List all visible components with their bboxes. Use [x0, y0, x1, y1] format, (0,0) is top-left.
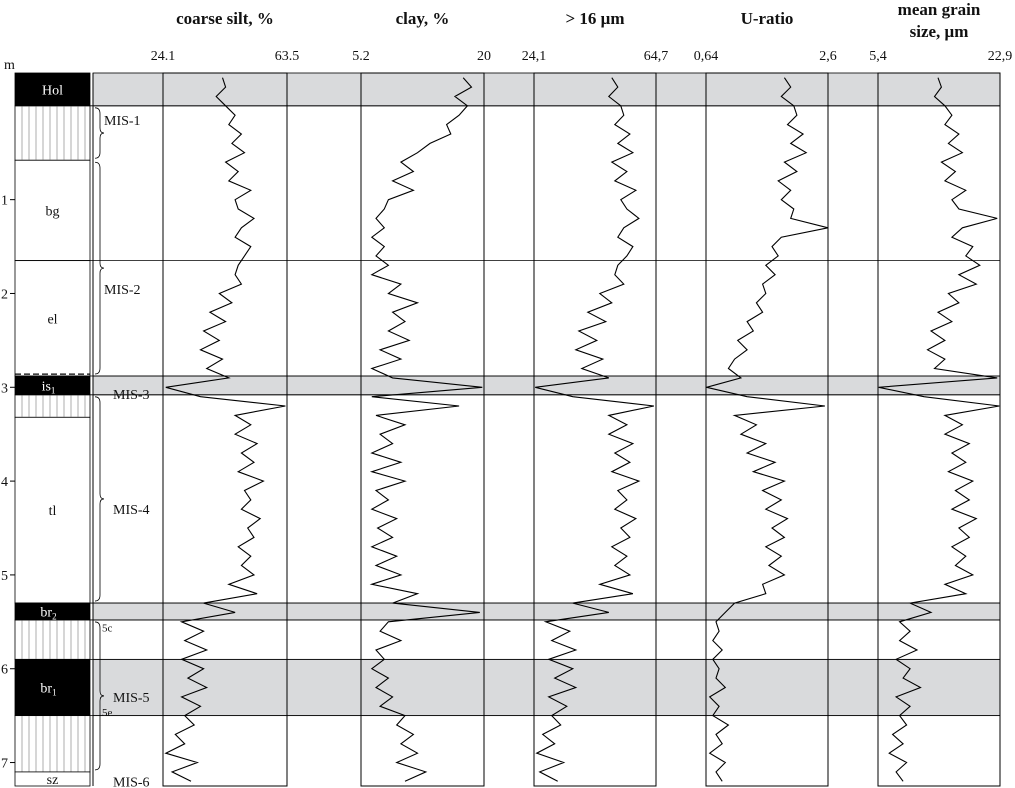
series-line	[878, 77, 1000, 782]
depth-axis: m 1 2 3 4 5 6 7	[1, 58, 15, 772]
lithology-label: bg	[46, 204, 60, 219]
unit-fill	[14, 72, 91, 107]
mis-labels: MIS-1 MIS-2 MIS-3 MIS-4 5c MIS-55e MIS-6	[94, 107, 150, 788]
depth-tick-label: 2	[1, 287, 8, 302]
depth-unit-label: m	[4, 58, 15, 73]
lithology-label: sz	[47, 773, 59, 788]
striped-unit-fill	[14, 619, 91, 660]
striped-unit-fill	[14, 105, 91, 161]
axis-max-label: 20	[477, 49, 491, 64]
unit-fill	[14, 771, 91, 787]
depth-tick-label: 7	[1, 757, 8, 772]
axis-min-label: 24,1	[522, 49, 547, 64]
panel-title-line2: size, μm	[910, 22, 969, 41]
unit-fill	[14, 658, 91, 717]
lithology-column: Hol bg el is1 tl br2 br1 sz	[14, 72, 1000, 788]
depth-tick-label: 4	[1, 475, 8, 490]
lithology-unit: is1	[14, 375, 91, 395]
lithology-unit	[14, 619, 91, 660]
lithology-subscript: 1	[52, 687, 57, 697]
lithology-unit: bg	[14, 159, 91, 262]
mis-brace	[94, 396, 105, 602]
series-line	[164, 77, 286, 782]
axis-min-label: 5,4	[869, 49, 887, 64]
lithology-unit: Hol	[14, 72, 91, 107]
mis-brace	[94, 621, 105, 771]
mis-label: MIS-6	[113, 775, 150, 788]
lithology-subscript: 1	[51, 385, 56, 395]
depth-tick-label: 6	[1, 663, 8, 678]
chart-panel: coarse silt, % 24.1 63.5	[151, 9, 300, 787]
unit-fill	[14, 416, 91, 604]
depth-tick-label: 3	[1, 381, 8, 396]
lithology-unit: el	[14, 260, 91, 377]
mis-label: 5c	[102, 623, 113, 635]
axis-min-label: 0,64	[694, 49, 719, 64]
unit-fill	[14, 260, 91, 377]
panel-title: U-ratio	[741, 9, 794, 28]
lithology-unit	[14, 715, 91, 773]
shaded-band	[92, 658, 1001, 717]
axis-min-label: 5.2	[352, 49, 370, 64]
lithology-unit: sz	[14, 771, 91, 788]
axis-max-label: 64,7	[644, 49, 669, 64]
mis-label: MIS-1	[104, 114, 141, 129]
series-line	[369, 77, 483, 782]
lithology-unit	[14, 105, 91, 161]
lithology-label: Hol	[42, 83, 63, 98]
lithology-label: el	[47, 312, 57, 327]
lithology-unit	[14, 394, 91, 418]
shaded-bands	[92, 72, 1001, 717]
mis-label: MIS-3	[113, 388, 150, 403]
lithology-unit: br2	[14, 602, 91, 622]
lithology-unit: br1	[14, 658, 91, 717]
axis-max-label: 22,9	[988, 49, 1013, 64]
shaded-band	[92, 72, 1001, 107]
axis-min-label: 24.1	[151, 49, 176, 64]
mis-label: MIS-2	[104, 283, 141, 298]
lithology-unit: tl	[14, 416, 91, 604]
mis-label: 5e	[102, 707, 113, 719]
chart-panels: coarse silt, % 24.1 63.5 clay, % 5.2 20 > 16 μ…	[92, 0, 1013, 787]
panel-title: coarse silt, %	[176, 9, 274, 28]
striped-unit-fill	[14, 715, 91, 773]
axis-max-label: 2,6	[819, 49, 837, 64]
depth-tick-label: 1	[1, 194, 8, 209]
series-line	[706, 77, 829, 782]
depth-tick-label: 5	[1, 569, 8, 584]
lithology-label: tl	[49, 504, 57, 519]
mis-brace	[94, 107, 105, 159]
series-line	[535, 77, 655, 782]
mis-label: MIS-5	[113, 691, 150, 706]
mis-label: MIS-4	[113, 503, 150, 518]
striped-unit-fill	[14, 394, 91, 418]
panel-title: mean grain	[898, 0, 981, 19]
lithology-subscript: 2	[52, 612, 57, 622]
shaded-band	[92, 602, 1001, 621]
unit-fill	[14, 159, 91, 262]
axis-max-label: 63.5	[275, 49, 300, 64]
mis-brace	[94, 161, 105, 375]
panel-title: clay, %	[396, 9, 450, 28]
panel-title: > 16 μm	[566, 9, 625, 28]
